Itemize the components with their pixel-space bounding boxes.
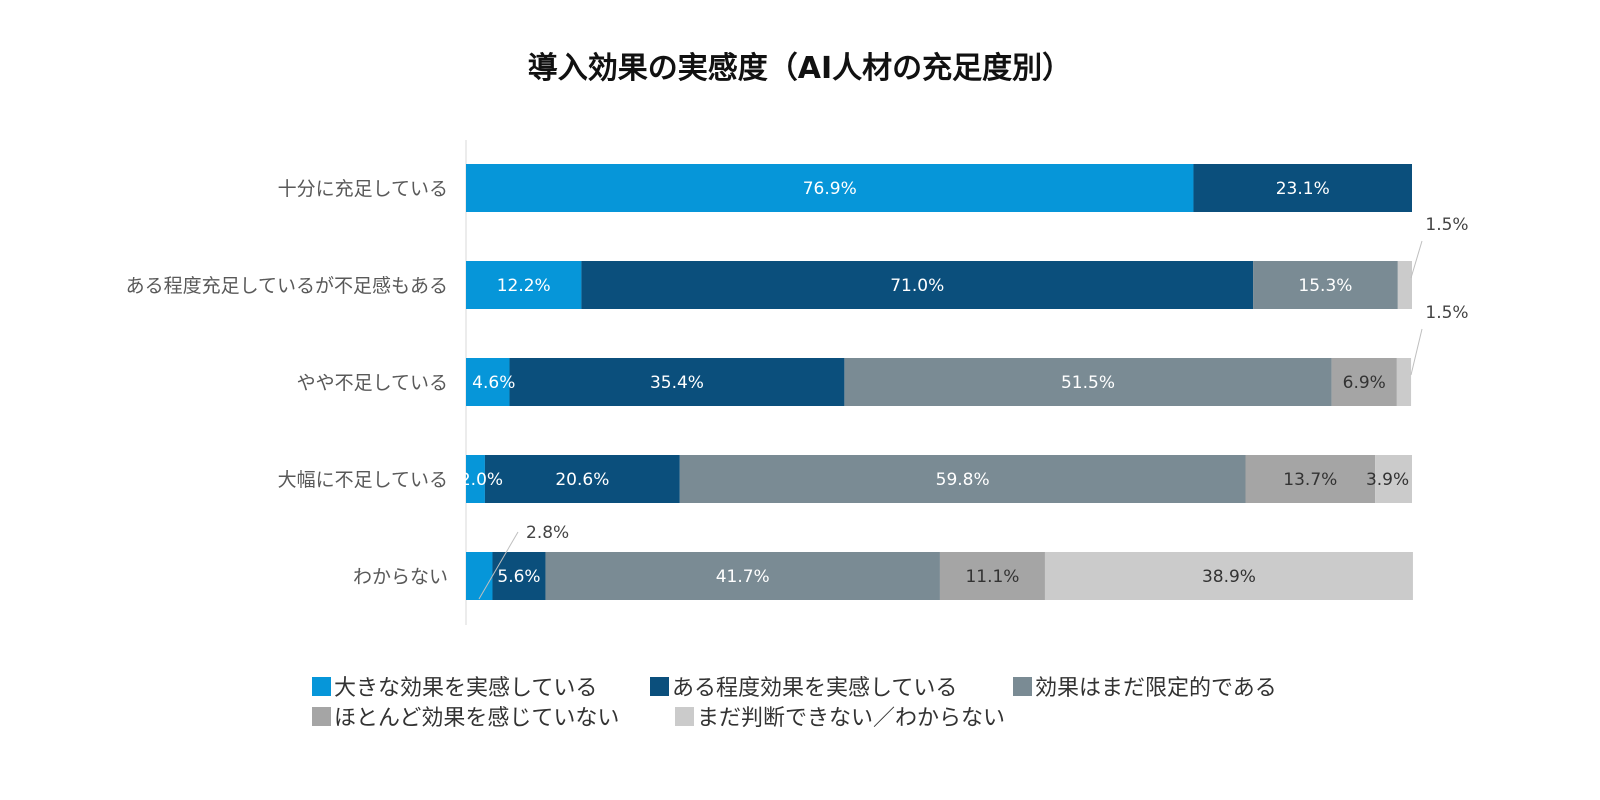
- data-label: 5.6%: [497, 567, 540, 587]
- category-label: 大幅に不足している: [278, 469, 448, 491]
- data-label: 1.5%: [1425, 215, 1468, 235]
- bar-segment: [466, 552, 493, 600]
- legend-swatch: [312, 707, 331, 726]
- legend-label: 大きな効果を実感している: [334, 676, 597, 701]
- bar-segment: [1375, 455, 1412, 503]
- bar-segment: [1193, 164, 1412, 212]
- bar-segment: [1396, 358, 1412, 406]
- chart-title: 導入効果の実感度（AI人材の充足度別）: [528, 51, 1072, 86]
- data-label: 76.9%: [803, 179, 857, 199]
- leader-line: [478, 531, 519, 600]
- bar-segment: [1397, 261, 1412, 309]
- legend-swatch: [312, 677, 331, 696]
- bar-segment: [466, 358, 510, 406]
- data-label: 4.6%: [472, 373, 515, 393]
- data-label: 3.9%: [1366, 470, 1409, 490]
- bar-segment: [466, 455, 485, 503]
- legend: 大きな効果を実感している ある程度効果を実感している 効果はまだ限定的であるほとんど…: [312, 676, 1277, 731]
- legend-label: ほとんど効果を感じていない: [334, 706, 619, 731]
- leader-line: [1410, 328, 1423, 376]
- data-label: 71.0%: [890, 276, 944, 296]
- data-label: 20.6%: [555, 470, 609, 490]
- bar-segment: [1044, 552, 1413, 600]
- data-label: 38.9%: [1202, 567, 1256, 587]
- bar-segment: [466, 261, 582, 309]
- bar-segment: [466, 164, 1194, 212]
- bar-segment: [545, 552, 940, 600]
- category-label: ある程度充足しているが不足感もある: [126, 275, 448, 297]
- category-label: やや不足している: [297, 372, 448, 394]
- data-label: 1.5%: [1425, 303, 1468, 323]
- data-label: 13.7%: [1283, 470, 1337, 490]
- bar-segment: [509, 358, 845, 406]
- bar-segment: [1253, 261, 1398, 309]
- data-label: 35.4%: [650, 373, 704, 393]
- category-labels: 十分に充足しているある程度充足しているが不足感もあるやや不足している大幅に不足し…: [126, 178, 448, 588]
- bar-segment: [844, 358, 1332, 406]
- legend-swatch: [675, 707, 694, 726]
- bar-segment: [581, 261, 1254, 309]
- bar-segment: [1245, 455, 1376, 503]
- bar-segment: [939, 552, 1045, 600]
- data-label: 12.2%: [497, 276, 551, 296]
- bar-segment: [1331, 358, 1397, 406]
- data-label: 41.7%: [716, 567, 770, 587]
- data-labels: 76.9% 23.1% 12.2% 71.0% 15.3% 1.5% 4.6% 35.4% 51…: [460, 179, 1469, 600]
- legend-label: ある程度効果を実感している: [672, 676, 957, 701]
- data-label: 2.0%: [460, 470, 503, 490]
- bar-segment: [679, 455, 1246, 503]
- data-label: 15.3%: [1298, 276, 1352, 296]
- bars-layer: [466, 164, 1413, 600]
- legend-label: まだ判断できない／わからない: [697, 706, 1005, 731]
- legend-label: 効果はまだ限定的である: [1035, 676, 1277, 701]
- data-label: 2.8%: [526, 523, 569, 543]
- bar-segment: [484, 455, 680, 503]
- legend-swatch: [1013, 677, 1032, 696]
- category-label: わからない: [353, 566, 448, 588]
- leader-line: [1410, 240, 1423, 279]
- legend-swatch: [650, 677, 669, 696]
- data-label: 59.8%: [936, 470, 990, 490]
- data-label: 11.1%: [965, 567, 1019, 587]
- data-label: 51.5%: [1061, 373, 1115, 393]
- data-label: 23.1%: [1276, 179, 1330, 199]
- data-label: 6.9%: [1343, 373, 1386, 393]
- category-label: 十分に充足している: [278, 178, 448, 200]
